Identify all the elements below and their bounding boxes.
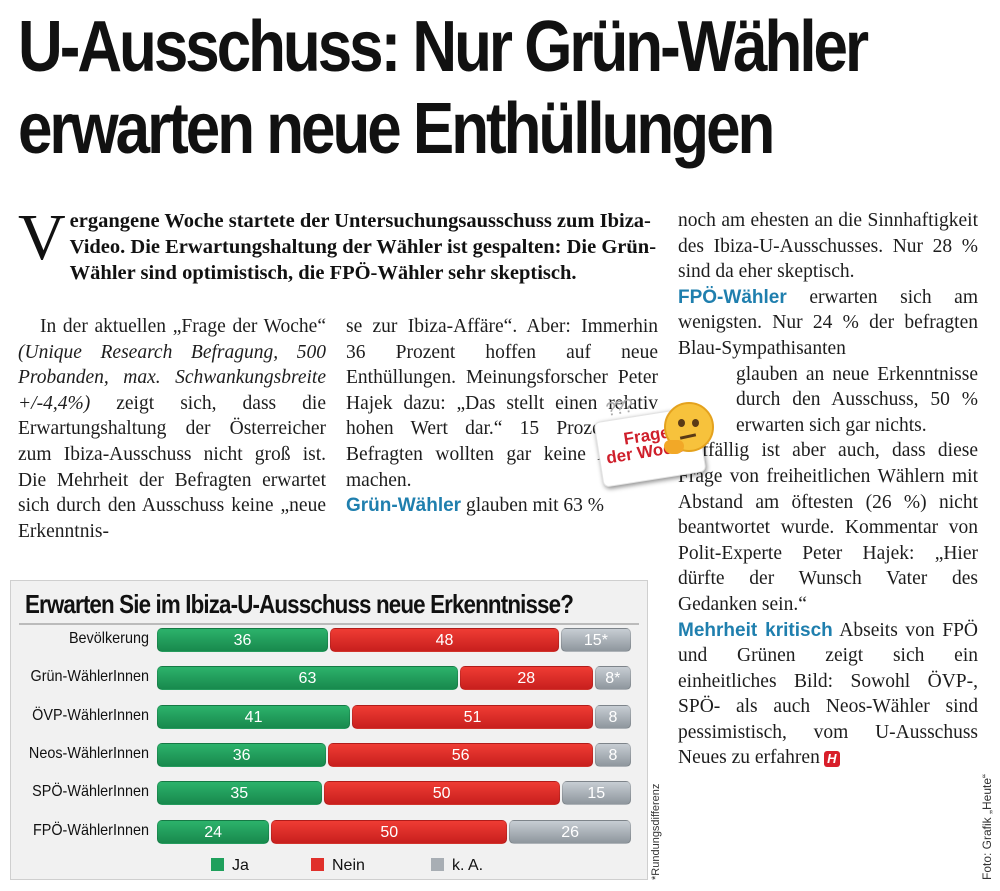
bar-ka-gruen-waehlerinnen: 8*	[594, 666, 631, 691]
bar-ja-neos-waehlerinnen: 36	[157, 742, 327, 767]
article-column-3: noch am ehesten an die Sinnhaftigkeit de…	[678, 208, 978, 771]
keyword-gruen-waehler: Grün-Wähler	[346, 495, 462, 517]
chart-footnote: *Rundungsdifferenz	[650, 783, 662, 880]
keyword-mehrheit-kritisch: Mehrheit kritisch	[678, 619, 833, 641]
col2-text: se zur Ibiza-Affäre“. Aber: Immerhin 36 …	[346, 316, 658, 491]
col2-after-keyword: glauben mit 63 %	[461, 495, 605, 517]
legend-item-ja: Ja	[211, 857, 249, 875]
col1-intro: In der aktuellen „Frage der Woche“	[40, 316, 326, 337]
bar-ja-spoe-waehlerinnen: 35	[157, 781, 322, 806]
bar-ka-fpoe-waehlerinnen: 26	[509, 819, 631, 844]
headline-line-2: erwarten neue Enthüllungen	[18, 89, 775, 169]
article-column-2: se zur Ibiza-Affäre“. Aber: Immerhin 36 …	[346, 314, 658, 519]
bar-nein-spoe-waehlerinnen: 50	[323, 781, 560, 806]
bar-ja-oevp-waehlerinnen: 41	[157, 704, 351, 729]
row-label-oevp-waehlerinnen: ÖVP-WählerInnen	[32, 706, 150, 724]
bar-ja-gruen-waehlerinnen: 63	[157, 666, 458, 691]
bar-nein-bevoelkerung: 48	[330, 628, 559, 652]
col3-top: noch am ehesten an die Sinnhaftigkeit de…	[678, 210, 978, 283]
headline-line-1: U-Ausschuss: Nur Grün-Wähler	[18, 7, 869, 87]
bar-ja-fpoe-waehlerinnen: 24	[157, 819, 270, 844]
bar-nein-fpoe-waehlerinnen: 50	[271, 819, 508, 844]
heute-logo-icon: H	[823, 751, 840, 768]
emoji-eye-left	[678, 419, 685, 427]
frage-der-woche-badge: ??? Frage der Woche	[592, 396, 714, 496]
bar-ka-bevoelkerung: 15*	[560, 628, 631, 652]
bar-ka-spoe-waehlerinnen: 15	[561, 781, 631, 806]
row-label-spoe-waehlerinnen: SPÖ-WählerInnen	[32, 783, 150, 801]
col3-after-keyword-2: Abseits von FPÖ und Grünen zeigt sich ei…	[678, 619, 978, 769]
chart-legend: Ja Nein k. A.	[11, 853, 647, 877]
bar-nein-neos-waehlerinnen: 56	[328, 742, 593, 767]
bar-ka-oevp-waehlerinnen: 8	[594, 704, 631, 729]
col3-mid: Auffällig ist aber auch, dass diese Frag…	[678, 440, 978, 615]
row-label-fpoe-waehlerinnen: FPÖ-WählerInnen	[32, 821, 149, 839]
legend-label-nein: Nein	[332, 857, 365, 874]
survey-chart: Erwarten Sie im Ibiza-U-Ausschuss neue E…	[10, 580, 648, 880]
col3-indented: glauben an neue Erkenntnisse durch den A…	[736, 363, 978, 436]
legend-swatch-ja	[211, 858, 224, 871]
emoji-eye-right	[692, 419, 699, 427]
keyword-fpoe-waehler: FPÖ-Wähler	[678, 286, 787, 308]
legend-label-ka: k. A.	[452, 857, 484, 874]
headline: U-Ausschuss: Nur Grün-Wähler erwarten ne…	[18, 6, 869, 170]
lead-text: ergangene Woche startete der Untersuchun…	[69, 210, 657, 284]
chart-title-rule	[19, 623, 639, 625]
bar-nein-gruen-waehlerinnen: 28	[459, 666, 593, 691]
bar-ka-neos-waehlerinnen: 8	[594, 742, 631, 767]
row-label-bevoelkerung: Bevölkerung	[68, 630, 149, 647]
question-marks-icon: ???	[604, 395, 634, 422]
legend-swatch-ka	[431, 858, 444, 871]
legend-item-ka: k. A.	[431, 857, 483, 875]
bar-nein-oevp-waehlerinnen: 51	[352, 704, 593, 729]
chart-title: Erwarten Sie im Ibiza-U-Ausschuss neue E…	[25, 589, 574, 619]
emoji-hand	[664, 440, 684, 454]
col1-methodology: (Unique Research Befragung, 500 Probande…	[18, 341, 326, 414]
col1-rest: zeigt sich, dass die Erwartungshaltung d…	[18, 392, 326, 542]
bar-ja-bevoelkerung: 36	[157, 628, 329, 652]
drop-cap: V	[18, 201, 66, 274]
photo-credit: Foto: Grafik „Heute“	[980, 773, 994, 880]
row-label-gruen-waehlerinnen: Grün-WählerInnen	[30, 668, 149, 686]
thinking-face-icon	[664, 402, 714, 452]
emoji-mouth	[679, 433, 697, 440]
row-label-neos-waehlerinnen: Neos-WählerInnen	[28, 744, 149, 762]
legend-item-nein: Nein	[311, 857, 365, 875]
legend-label-ja: Ja	[232, 857, 249, 874]
legend-swatch-nein	[311, 858, 324, 871]
article-column-1: In der aktuellen „Frage der Woche“ (Uniq…	[18, 314, 326, 544]
col3-after-keyword-1: erwarten sich am wenigsten. Nur 24 % der…	[678, 286, 978, 359]
